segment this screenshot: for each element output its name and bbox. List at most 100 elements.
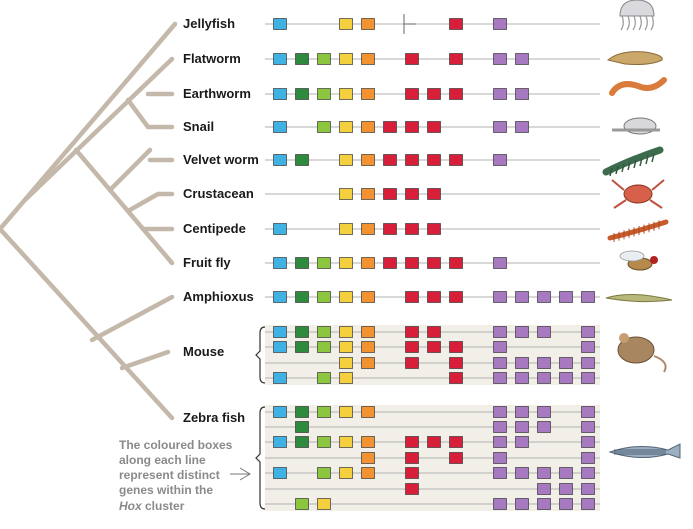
gene-box-dkgreen (295, 53, 309, 65)
gene-box-blue (273, 257, 287, 269)
gene-box-blue (273, 121, 287, 133)
gene-box-dkgreen (295, 257, 309, 269)
gene-box-purple (515, 421, 529, 433)
gene-box-orange (361, 88, 375, 100)
gene-box-purple (493, 452, 507, 464)
hox-line-snail-1 (265, 121, 600, 133)
gene-box-purple (515, 121, 529, 133)
gene-box-purple (515, 291, 529, 303)
gene-box-purple (515, 467, 529, 479)
taxon-label-centipede: Centipede (183, 221, 246, 236)
gene-box-dkgreen (295, 291, 309, 303)
fruit-fly-illustration (619, 250, 658, 271)
gene-box-red (427, 223, 441, 235)
gene-box-blue (273, 341, 287, 353)
zebra-fish-bracket (255, 406, 266, 510)
gene-box-red (383, 188, 397, 200)
hox-line-mouse-2 (265, 341, 600, 353)
gene-box-ltgreen (317, 257, 331, 269)
earthworm-illustration (609, 77, 667, 96)
organism-illustrations (602, 0, 681, 459)
gene-box-blue (273, 436, 287, 448)
gene-box-red (449, 452, 463, 464)
gene-box-purple (559, 498, 573, 510)
taxon-label-mouse: Mouse (183, 344, 224, 359)
hox-line-zebra-fish-7 (265, 498, 600, 510)
hox-line-crustacean-1 (265, 188, 600, 200)
gene-box-orange (361, 257, 375, 269)
gene-box-yellow (339, 467, 353, 479)
gene-box-red (449, 372, 463, 384)
gene-box-purple (537, 372, 551, 384)
gene-box-red (405, 341, 419, 353)
gene-box-purple (581, 452, 595, 464)
gene-box-purple (515, 326, 529, 338)
gene-box-purple (493, 498, 507, 510)
hox-line-amphioxus-1 (265, 291, 600, 303)
gene-box-red (449, 53, 463, 65)
note-line-4: genes within the (119, 483, 213, 497)
gene-box-blue (273, 154, 287, 166)
gene-box-ltgreen (317, 291, 331, 303)
note-line-3: represent distinct (119, 468, 220, 482)
hox-line-zebra-fish-4 (265, 452, 600, 464)
gene-box-dkgreen (295, 88, 309, 100)
gene-box-purple (493, 154, 507, 166)
gene-box-purple (515, 498, 529, 510)
note-line-2: along each line (119, 453, 206, 467)
tree-branch-velvet-worm (107, 147, 153, 193)
gene-box-red (405, 467, 419, 479)
gene-box-purple (515, 357, 529, 369)
gene-box-ltgreen (317, 341, 331, 353)
gene-box-red (427, 341, 441, 353)
gene-box-purple (493, 53, 507, 65)
gene-box-purple (581, 498, 595, 510)
gene-box-red (405, 154, 419, 166)
gene-box-ltgreen (317, 372, 331, 384)
gene-box-blue (273, 53, 287, 65)
tree-branch-lophotrochozoa (125, 97, 151, 130)
gene-box-orange (361, 326, 375, 338)
gene-box-yellow (317, 498, 331, 510)
taxon-label-fruit-fly: Fruit fly (183, 255, 231, 270)
gene-box-orange (361, 154, 375, 166)
gene-box-red (449, 88, 463, 100)
gene-box-purple (493, 421, 507, 433)
gene-box-red (383, 121, 397, 133)
gene-box-purple (493, 341, 507, 353)
gene-box-red (405, 53, 419, 65)
gene-box-yellow (339, 88, 353, 100)
gene-box-yellow (339, 154, 353, 166)
taxon-label-snail: Snail (183, 119, 214, 134)
gene-box-orange (361, 53, 375, 65)
gene-box-dkgreen (295, 341, 309, 353)
gene-box-yellow (339, 291, 353, 303)
crab-illustration (611, 179, 665, 209)
gene-box-red (449, 436, 463, 448)
gene-box-red (427, 257, 441, 269)
hox-line-mouse-3 (265, 357, 600, 369)
gene-box-red (405, 436, 419, 448)
gene-box-red (405, 88, 419, 100)
gene-box-yellow (339, 257, 353, 269)
gene-box-purple (515, 53, 529, 65)
gene-box-blue (273, 406, 287, 418)
gene-box-blue (273, 223, 287, 235)
gene-box-purple (493, 436, 507, 448)
gene-box-purple (581, 372, 595, 384)
gene-box-orange (361, 467, 375, 479)
amphioxus-illustration (605, 293, 673, 303)
gene-box-red (427, 88, 441, 100)
hox-line-velvet-worm-1 (265, 154, 600, 166)
gene-box-orange (361, 406, 375, 418)
phylogenetic-tree (0, 21, 178, 421)
gene-box-ltgreen (317, 53, 331, 65)
hox-line-zebra-fish-2 (265, 421, 600, 433)
gene-box-red (383, 154, 397, 166)
gene-box-red (449, 154, 463, 166)
gene-box-yellow (339, 326, 353, 338)
gene-box-yellow (339, 188, 353, 200)
gene-box-yellow (339, 18, 353, 30)
gene-box-purple (537, 406, 551, 418)
